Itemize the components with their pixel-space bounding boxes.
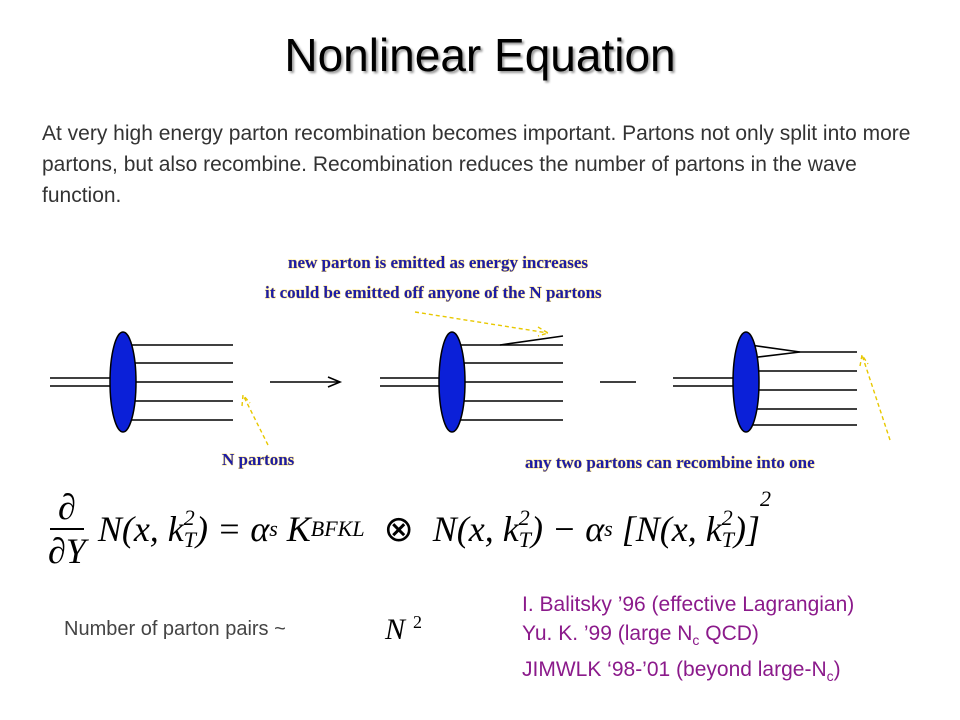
eq-sub: s: [269, 516, 278, 541]
reference-part: Yu. K. ’99 (large N: [522, 622, 693, 645]
reference: JIMWLK ‘98-’01 (beyond large-Nc): [522, 655, 854, 691]
fraction: ∂ ∂Y: [48, 486, 86, 572]
reference-part: ): [833, 658, 841, 682]
ellipse: [732, 331, 760, 433]
reference-part: c: [826, 668, 834, 685]
reference: I. Balitsky ’96 (effective Lagrangian): [522, 590, 854, 619]
eq-sub: T: [183, 527, 197, 552]
eq-part: K: [277, 509, 311, 549]
reference-part: I. Balitsky ’96 (effective Lagrangian): [522, 593, 855, 616]
figure-1: [50, 344, 233, 421]
denominator: ∂Y: [48, 531, 86, 571]
ellipse: [438, 331, 466, 433]
eq-part: )]: [733, 509, 760, 549]
diagram-label: it could be emitted off anyone of the N …: [265, 283, 602, 302]
pairs-text: Number of parton pairs ~: [64, 618, 286, 640]
references: I. Balitsky ’96 (effective Lagrangian) Yu…: [522, 590, 854, 691]
eq-part: N(x, k: [432, 509, 519, 549]
ellipse: [109, 331, 137, 433]
eq-part: ) = α: [196, 509, 270, 549]
eq-sup: 2: [759, 486, 771, 511]
reference: Yu. K. ’99 (large Nc QCD): [522, 619, 854, 655]
diagram-label: N partons: [222, 450, 295, 469]
reference-part: QCD): [699, 622, 759, 645]
diagram-label: new parton is emitted as energy increase…: [288, 253, 588, 272]
eq-part: ) − α: [530, 509, 605, 549]
eq-sub: T: [721, 527, 734, 552]
diagram-label: any two partons can recombine into one: [525, 453, 815, 472]
slide-title: Nonlinear Equation: [284, 29, 676, 81]
intro-text: At very high energy parton recombination…: [42, 122, 911, 207]
diagram: new parton is emitted as energy increase…: [50, 253, 891, 473]
eq-sup: 2: [183, 505, 195, 530]
figure-3: [673, 344, 857, 426]
eq-part: [N(x, k: [612, 509, 722, 549]
eq-part: ⊗: [374, 509, 423, 549]
eq-sub: s: [604, 516, 613, 541]
eq-sub: BFKL: [310, 516, 365, 541]
eq-sub: T: [518, 527, 531, 552]
eq-sup: 2: [518, 505, 530, 530]
reference-part: JIMWLK ‘98-’01 (beyond large-N: [522, 658, 827, 682]
pairs-n: N: [385, 613, 406, 646]
eq-part: N(x, k: [97, 509, 184, 549]
numerator: ∂: [50, 486, 84, 530]
pointer-arrows: [241, 311, 891, 446]
pairs-power: 2: [413, 612, 423, 632]
figure-2: [380, 335, 564, 421]
eq-sup: 2: [721, 505, 733, 530]
reference-part: c: [692, 632, 700, 649]
arrow: [270, 376, 343, 388]
